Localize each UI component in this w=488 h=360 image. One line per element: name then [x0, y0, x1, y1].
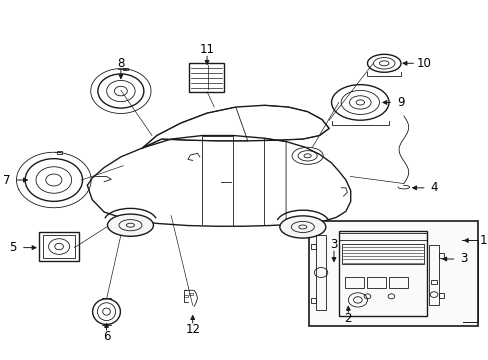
Text: 7: 7 — [2, 174, 10, 186]
Ellipse shape — [107, 214, 153, 236]
Bar — [308, 221, 477, 326]
Bar — [43, 235, 75, 258]
Bar — [438, 253, 443, 258]
Bar — [310, 244, 315, 249]
Text: 10: 10 — [416, 57, 430, 70]
Bar — [341, 244, 424, 264]
Text: 1: 1 — [479, 234, 486, 247]
Text: 9: 9 — [396, 96, 404, 109]
Bar — [428, 245, 438, 305]
Bar — [189, 293, 193, 294]
Bar — [388, 278, 407, 288]
Ellipse shape — [279, 216, 325, 238]
Text: 3: 3 — [460, 252, 467, 265]
Bar — [40, 232, 79, 261]
Bar — [57, 151, 61, 154]
Bar — [189, 63, 224, 92]
Text: 8: 8 — [117, 58, 124, 71]
Text: 6: 6 — [102, 330, 110, 343]
Bar — [338, 233, 427, 240]
Bar — [438, 293, 443, 298]
Bar — [338, 230, 427, 316]
Bar — [366, 278, 385, 288]
Text: 4: 4 — [430, 181, 437, 194]
Bar — [344, 278, 363, 288]
Bar — [315, 235, 325, 310]
Text: 2: 2 — [344, 312, 351, 325]
Text: 12: 12 — [185, 323, 200, 336]
Bar — [183, 294, 187, 297]
Bar — [430, 280, 436, 284]
Bar — [123, 68, 128, 71]
Text: 3: 3 — [329, 238, 337, 251]
Text: 5: 5 — [9, 241, 17, 254]
Bar — [310, 298, 315, 303]
Text: 11: 11 — [199, 43, 214, 56]
